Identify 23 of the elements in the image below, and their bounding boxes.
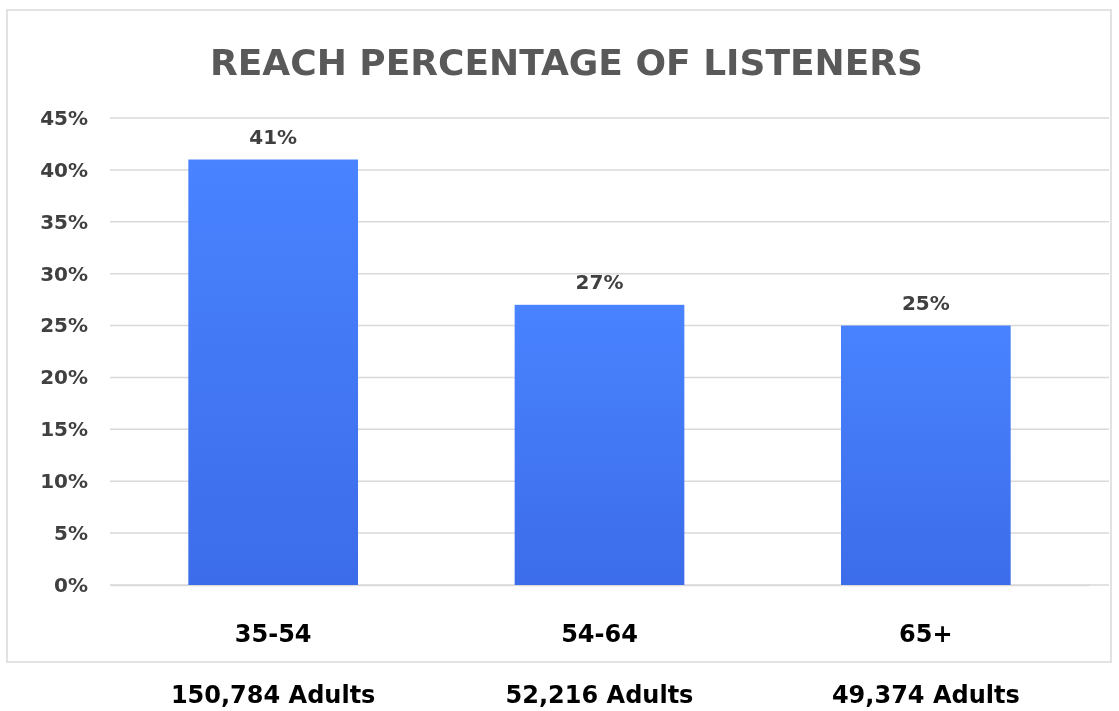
x-tick-label: 35-54 [234, 620, 312, 649]
y-tick-label: 40% [40, 157, 88, 182]
y-tick-label: 0% [54, 572, 88, 597]
x-tick-label: 65+ [899, 620, 953, 649]
y-tick-label: 20% [40, 365, 88, 390]
data-label: 41% [249, 124, 298, 149]
text: 150,784 Adults [170, 681, 376, 709]
y-tick-label: 5% [54, 521, 88, 546]
bar [514, 304, 685, 585]
text: 49,374 Adults [831, 681, 1020, 709]
chart-title: REACH PERCENTAGE OF LISTENERS [210, 42, 923, 83]
y-tick-label: 15% [40, 417, 88, 442]
y-tick-label: 10% [40, 469, 88, 494]
text: 52,216 Adults [505, 681, 694, 709]
data-label: 27% [575, 269, 624, 294]
y-tick-label: 35% [40, 209, 88, 234]
y-tick-label: 30% [40, 261, 88, 286]
data-label: 25% [901, 290, 950, 315]
bar [840, 325, 1011, 585]
x-tick-label: 54-64 [561, 620, 638, 649]
y-tick-label: 25% [40, 313, 88, 338]
bar [188, 159, 359, 585]
y-tick-label: 45% [40, 105, 88, 130]
